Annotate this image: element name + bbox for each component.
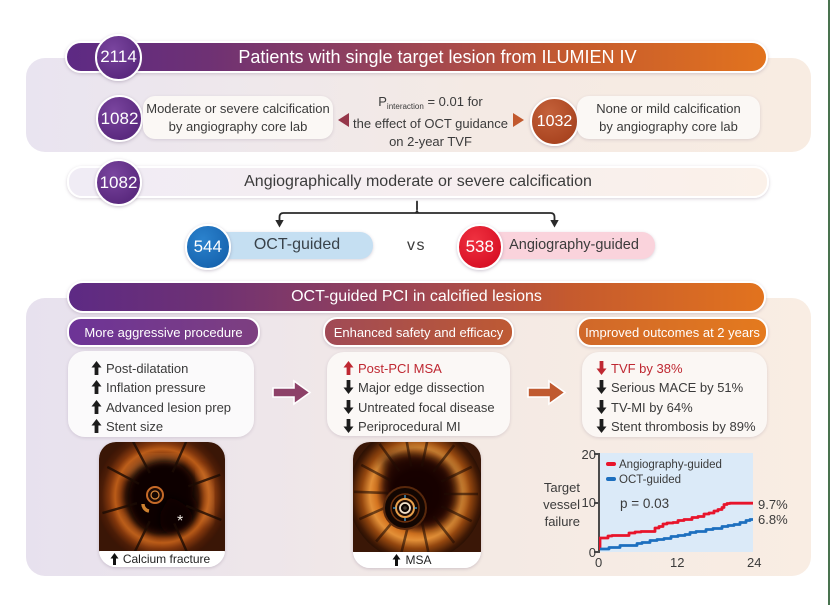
svg-text:*: * [177,513,183,530]
